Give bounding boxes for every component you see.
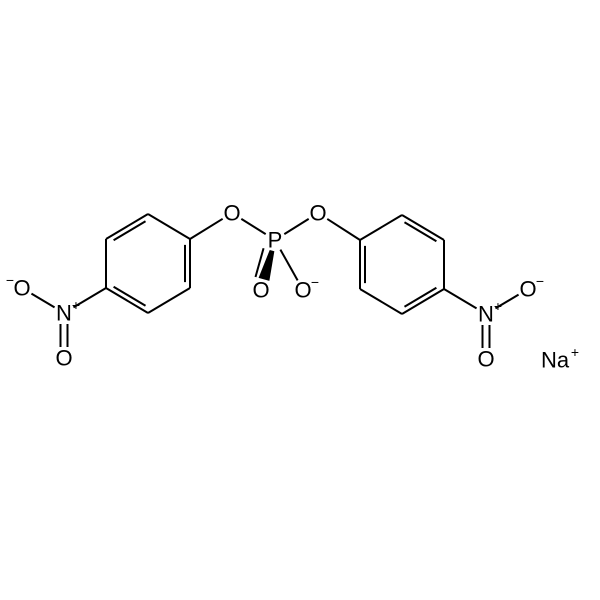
atom-label: O [252, 278, 269, 303]
atom-label: P [268, 228, 283, 253]
atom-label: N [56, 301, 72, 326]
charge-label: + [72, 297, 80, 313]
charge-label: − [311, 274, 319, 290]
atom-label: O [55, 346, 72, 371]
chemical-structure: POOOO−N+OO−N+OO−Na+ [0, 0, 600, 600]
atom-label: Na [541, 348, 570, 373]
atom-label: O [223, 201, 240, 226]
atom-label: O [519, 277, 536, 302]
atom-label: N [478, 302, 494, 327]
atom-label: O [294, 278, 311, 303]
atom-label: O [309, 201, 326, 226]
charge-label: + [494, 298, 502, 314]
atom-label: O [13, 276, 30, 301]
charge-label: − [6, 272, 14, 288]
atom-label: O [477, 347, 494, 372]
charge-label: + [571, 344, 579, 360]
charge-label: − [536, 273, 544, 289]
